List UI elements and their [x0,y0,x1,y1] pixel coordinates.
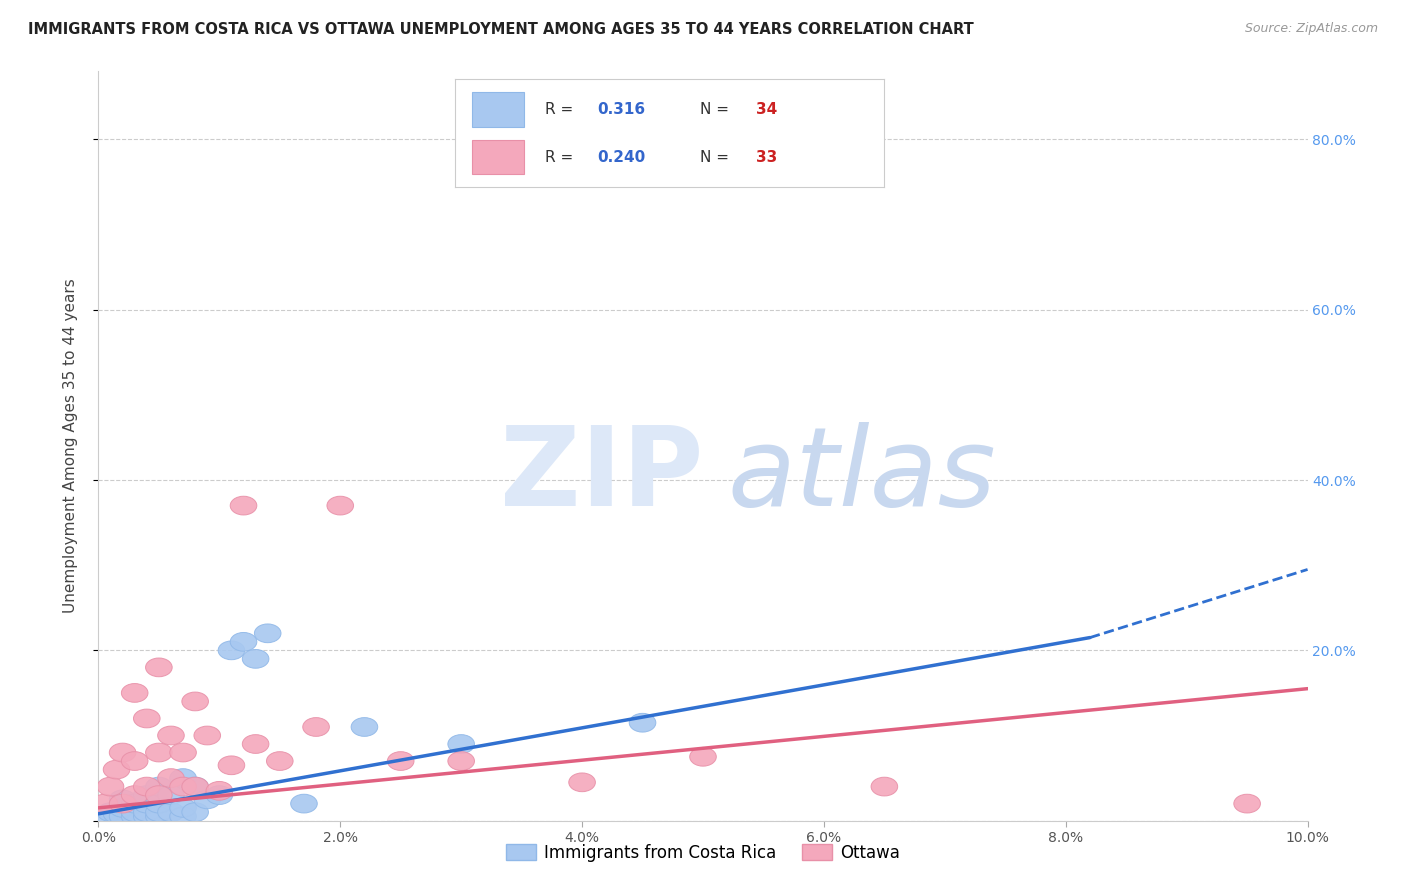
Ellipse shape [134,786,160,805]
Ellipse shape [121,683,148,702]
Ellipse shape [157,786,184,805]
Ellipse shape [569,773,595,792]
Ellipse shape [146,658,172,677]
Ellipse shape [146,803,172,822]
Ellipse shape [134,794,160,813]
Legend: Immigrants from Costa Rica, Ottawa: Immigrants from Costa Rica, Ottawa [499,838,907,869]
Ellipse shape [110,743,136,762]
Ellipse shape [181,803,208,822]
Ellipse shape [170,769,197,788]
Ellipse shape [121,794,148,813]
Ellipse shape [146,777,172,796]
Ellipse shape [110,798,136,817]
Ellipse shape [170,807,197,826]
Ellipse shape [97,777,124,796]
Text: ZIP: ZIP [499,423,703,530]
Ellipse shape [134,803,160,822]
Ellipse shape [157,726,184,745]
Ellipse shape [630,714,655,732]
Ellipse shape [121,807,148,826]
Ellipse shape [121,786,148,805]
Text: IMMIGRANTS FROM COSTA RICA VS OTTAWA UNEMPLOYMENT AMONG AGES 35 TO 44 YEARS CORR: IMMIGRANTS FROM COSTA RICA VS OTTAWA UNE… [28,22,974,37]
Ellipse shape [872,777,897,796]
Ellipse shape [134,709,160,728]
Ellipse shape [194,790,221,809]
Ellipse shape [134,807,160,826]
Ellipse shape [302,717,329,737]
Ellipse shape [267,752,292,771]
Ellipse shape [146,786,172,805]
Ellipse shape [449,752,474,771]
Ellipse shape [97,803,124,822]
Ellipse shape [242,649,269,668]
Ellipse shape [146,807,172,826]
Ellipse shape [181,777,208,796]
Ellipse shape [690,747,716,766]
Text: atlas: atlas [727,423,995,530]
Ellipse shape [110,794,136,813]
Ellipse shape [291,794,318,813]
Ellipse shape [181,692,208,711]
Ellipse shape [231,632,257,651]
Ellipse shape [254,624,281,642]
Ellipse shape [110,807,136,826]
Ellipse shape [207,781,232,800]
Ellipse shape [218,756,245,774]
Ellipse shape [1234,794,1260,813]
Ellipse shape [157,769,184,788]
Ellipse shape [218,641,245,660]
Ellipse shape [146,743,172,762]
Ellipse shape [242,735,269,754]
Ellipse shape [194,726,221,745]
Ellipse shape [388,752,413,771]
Text: Source: ZipAtlas.com: Source: ZipAtlas.com [1244,22,1378,36]
Ellipse shape [170,798,197,817]
Ellipse shape [110,790,136,809]
Ellipse shape [157,803,184,822]
Ellipse shape [328,496,353,515]
Ellipse shape [352,717,378,737]
Ellipse shape [91,794,118,813]
Ellipse shape [449,735,474,754]
Ellipse shape [170,743,197,762]
Y-axis label: Unemployment Among Ages 35 to 44 years: Unemployment Among Ages 35 to 44 years [63,278,77,614]
Ellipse shape [170,777,197,796]
Ellipse shape [146,794,172,813]
Ellipse shape [103,805,129,823]
Ellipse shape [91,807,118,826]
Ellipse shape [103,760,129,779]
Ellipse shape [207,786,232,805]
Ellipse shape [181,777,208,796]
Ellipse shape [231,496,257,515]
Ellipse shape [121,752,148,771]
Ellipse shape [121,803,148,822]
Ellipse shape [134,777,160,796]
